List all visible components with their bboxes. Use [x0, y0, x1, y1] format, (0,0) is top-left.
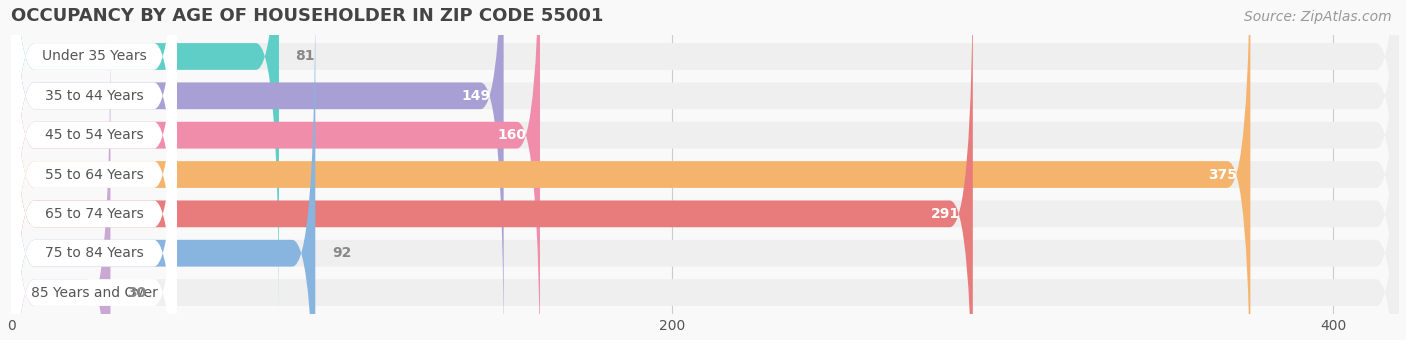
FancyBboxPatch shape [11, 0, 1399, 340]
FancyBboxPatch shape [11, 0, 1399, 319]
Text: 92: 92 [332, 246, 352, 260]
FancyBboxPatch shape [11, 0, 1399, 340]
Text: 291: 291 [931, 207, 960, 221]
Text: 85 Years and Over: 85 Years and Over [31, 286, 157, 300]
Text: 65 to 74 Years: 65 to 74 Years [45, 207, 143, 221]
Text: 81: 81 [295, 50, 315, 64]
Text: Under 35 Years: Under 35 Years [42, 50, 146, 64]
FancyBboxPatch shape [11, 0, 177, 340]
FancyBboxPatch shape [11, 0, 1399, 340]
FancyBboxPatch shape [11, 0, 177, 340]
FancyBboxPatch shape [11, 0, 278, 319]
FancyBboxPatch shape [11, 31, 1399, 340]
FancyBboxPatch shape [11, 0, 177, 340]
FancyBboxPatch shape [11, 31, 177, 340]
FancyBboxPatch shape [11, 0, 1399, 340]
Text: 375: 375 [1208, 168, 1237, 182]
Text: 160: 160 [498, 128, 527, 142]
FancyBboxPatch shape [11, 0, 503, 340]
FancyBboxPatch shape [11, 0, 540, 340]
FancyBboxPatch shape [11, 31, 111, 340]
Text: 45 to 54 Years: 45 to 54 Years [45, 128, 143, 142]
Text: 35 to 44 Years: 35 to 44 Years [45, 89, 143, 103]
Text: 55 to 64 Years: 55 to 64 Years [45, 168, 143, 182]
FancyBboxPatch shape [11, 0, 177, 340]
FancyBboxPatch shape [11, 0, 315, 340]
FancyBboxPatch shape [11, 0, 177, 319]
Text: 75 to 84 Years: 75 to 84 Years [45, 246, 143, 260]
FancyBboxPatch shape [11, 0, 177, 340]
Text: 30: 30 [127, 286, 146, 300]
FancyBboxPatch shape [11, 0, 973, 340]
FancyBboxPatch shape [11, 0, 1250, 340]
Text: 149: 149 [461, 89, 491, 103]
FancyBboxPatch shape [11, 0, 1399, 340]
Text: Source: ZipAtlas.com: Source: ZipAtlas.com [1244, 10, 1392, 24]
Text: OCCUPANCY BY AGE OF HOUSEHOLDER IN ZIP CODE 55001: OCCUPANCY BY AGE OF HOUSEHOLDER IN ZIP C… [11, 7, 603, 25]
